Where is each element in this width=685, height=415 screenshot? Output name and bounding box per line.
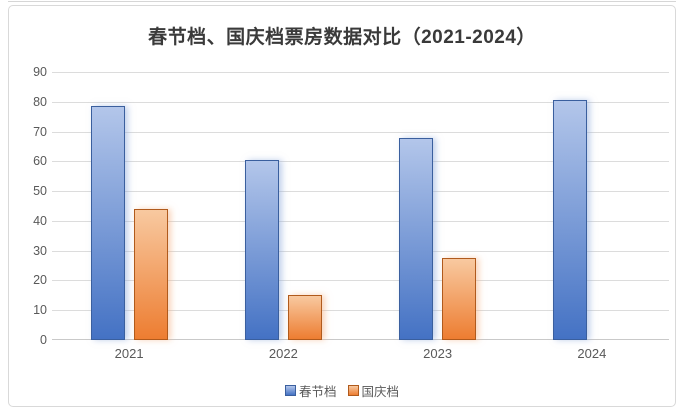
- x-tick-label-2023: 2023: [423, 346, 453, 361]
- bar-春节档-2024: [553, 100, 588, 340]
- bar-春节档-2021: [90, 106, 125, 340]
- y-tick-label-60: 60: [33, 154, 47, 169]
- bar-春节档-2023: [399, 137, 434, 340]
- gridline-80: [52, 101, 669, 103]
- chart-legend: 春节档 国庆档: [9, 381, 675, 400]
- y-tick-label-80: 80: [33, 94, 47, 109]
- bar-group-2021: [52, 72, 206, 340]
- bar-国庆档-2022: [287, 295, 322, 340]
- legend-item-国庆档: 国庆档: [347, 381, 400, 400]
- legend-label-国庆档: 国庆档: [361, 385, 400, 399]
- bar-group-2024: [515, 72, 669, 340]
- x-tick-label-2021: 2021: [114, 346, 144, 361]
- legend-item-春节档: 春节档: [284, 381, 337, 400]
- bar-春节档-2022: [244, 159, 279, 340]
- y-tick-label-20: 20: [33, 273, 47, 288]
- gridline-50: [52, 191, 669, 193]
- y-tick-label-40: 40: [33, 213, 47, 228]
- gridline-30: [52, 250, 669, 252]
- legend-label-春节档: 春节档: [298, 385, 337, 399]
- legend-swatch-国庆档: [347, 385, 359, 396]
- bar-国庆档-2023: [442, 258, 477, 340]
- gridline-0: [52, 339, 669, 340]
- gridline-70: [52, 131, 669, 133]
- plot-area: [52, 72, 669, 340]
- y-tick-label-10: 10: [33, 303, 47, 318]
- gridline-20: [52, 280, 669, 282]
- gridline-40: [52, 220, 669, 222]
- bar-国庆档-2021: [133, 208, 168, 340]
- page-top-divider: [8, 1, 676, 2]
- bar-groups: [52, 72, 669, 340]
- gridline-10: [52, 310, 669, 312]
- y-tick-label-50: 50: [33, 184, 47, 199]
- bar-group-2023: [361, 72, 515, 340]
- y-tick-label-30: 30: [33, 243, 47, 258]
- y-axis-labels: 0 10 20 30 40 50 60 70 80 90: [17, 65, 47, 347]
- chart-frame: 春节档、国庆档票房数据对比（2021-2024） 0 10 20 30 40 50 60 70…: [8, 5, 676, 407]
- bar-group-2022: [206, 72, 360, 340]
- x-tick-label-2024: 2024: [577, 346, 607, 361]
- gridline-90: [52, 72, 669, 73]
- y-tick-label-90: 90: [33, 65, 47, 79]
- gridline-60: [52, 161, 669, 163]
- chart-title: 春节档、国庆档票房数据对比（2021-2024）: [148, 27, 536, 48]
- y-tick-label-70: 70: [33, 124, 47, 139]
- legend-swatch-春节档: [284, 385, 296, 396]
- y-tick-label-0: 0: [40, 333, 47, 347]
- x-tick-label-2022: 2022: [268, 346, 298, 361]
- x-axis-labels: 2021 2022 2023 2024: [52, 346, 669, 361]
